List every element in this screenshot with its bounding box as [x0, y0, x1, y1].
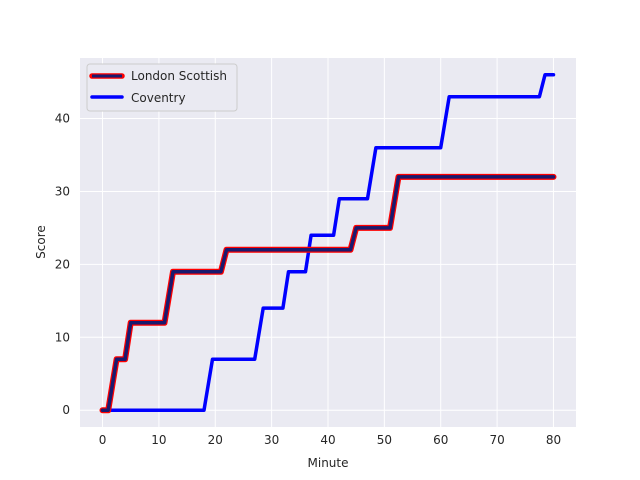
series-lines	[99, 73, 557, 414]
series-line-london-scottish	[100, 175, 556, 412]
grid	[80, 58, 576, 427]
x-tick-label: 30	[264, 433, 279, 447]
x-tick-label: 50	[377, 433, 392, 447]
y-tick-label: 30	[55, 184, 70, 198]
x-tick-label: 0	[99, 433, 107, 447]
y-tick-label: 20	[55, 257, 70, 271]
legend: London Scottish Coventry	[86, 63, 238, 112]
y-axis-label: Score	[34, 225, 48, 259]
y-tick-label: 10	[55, 330, 70, 344]
x-tick-label: 40	[320, 433, 335, 447]
x-axis-label: Minute	[308, 456, 349, 470]
x-tick-label: 60	[433, 433, 448, 447]
x-tick-label: 10	[151, 433, 166, 447]
legend-label-london-scottish: London Scottish	[131, 69, 227, 83]
series-line-coventry	[100, 73, 556, 412]
x-tick-label: 80	[546, 433, 561, 447]
legend-label-coventry: Coventry	[131, 91, 186, 105]
tick-labels: 0 10 20 30 40 50 60 70 80 0 10 20 30 40	[55, 112, 561, 447]
y-tick-label: 0	[62, 403, 70, 417]
x-tick-label: 70	[489, 433, 504, 447]
y-tick-label: 40	[55, 112, 70, 126]
x-tick-label: 20	[208, 433, 223, 447]
